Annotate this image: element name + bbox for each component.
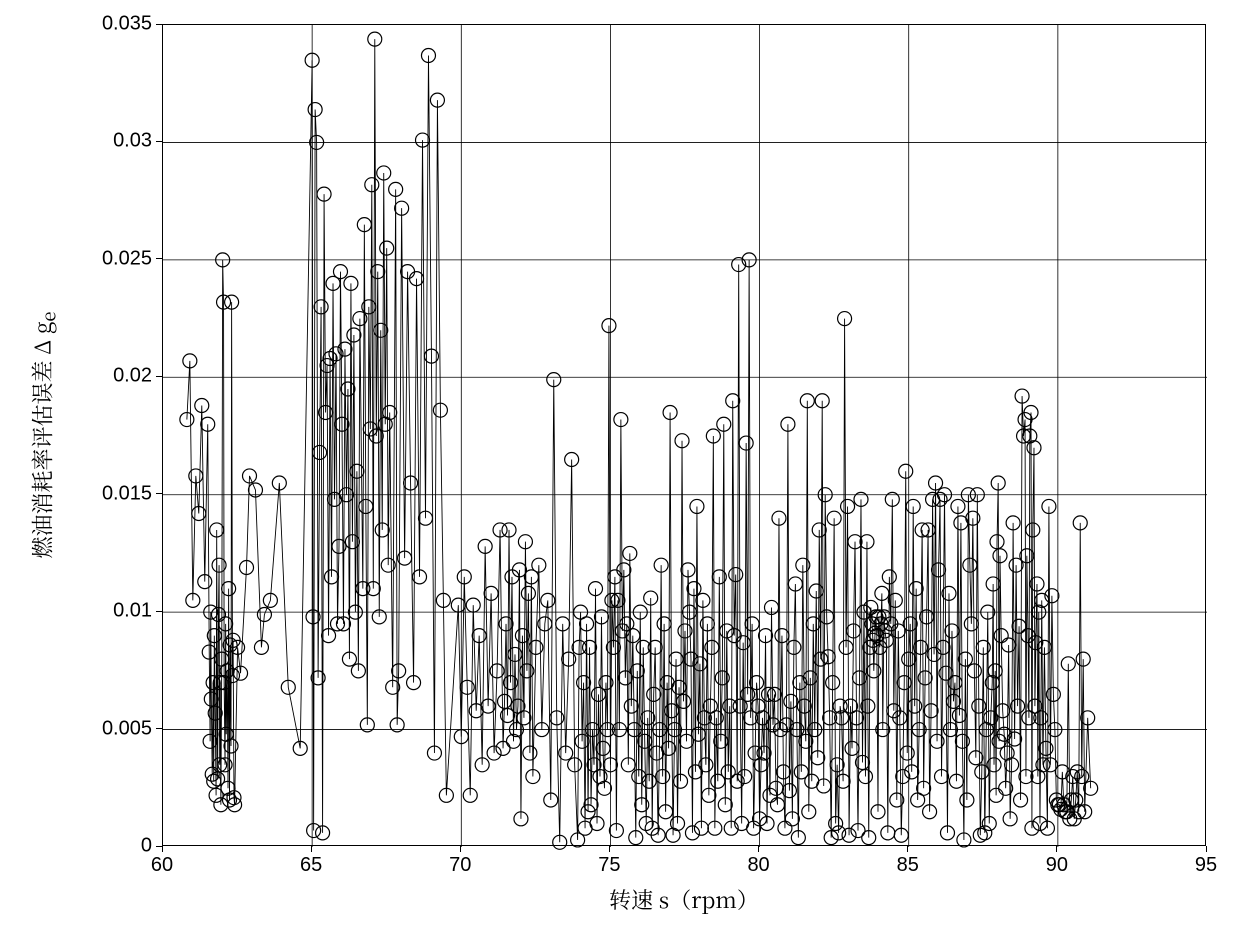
- y-tick-label: 0.025: [102, 247, 152, 270]
- x-tick-label: 70: [449, 854, 471, 877]
- x-tick-label: 85: [897, 854, 919, 877]
- y-tick-label: 0.005: [102, 717, 152, 740]
- plot-area: [162, 24, 1206, 846]
- x-tick-label: 65: [300, 854, 322, 877]
- x-axis-label: 转速 s（rpm）: [609, 884, 759, 915]
- x-tick-label: 90: [1046, 854, 1068, 877]
- y-tick-label: 0.03: [113, 130, 152, 153]
- data-markers: [163, 25, 1207, 847]
- y-tick-label: 0.035: [102, 13, 152, 36]
- x-tick-label: 80: [747, 854, 769, 877]
- x-tick-label: 75: [598, 854, 620, 877]
- y-tick-label: 0.02: [113, 365, 152, 388]
- x-tick-label: 95: [1195, 854, 1217, 877]
- x-tick-label: 60: [151, 854, 173, 877]
- y-tick-label: 0: [141, 835, 152, 858]
- y-tick-label: 0.01: [113, 600, 152, 623]
- chart-figure: 转速 s（rpm） 燃油消耗率评估误差 Δ ge 60 65 70 75 80 85 90 9…: [0, 0, 1240, 939]
- y-axis-label: 燃油消耗率评估误差 Δ ge: [26, 312, 61, 559]
- y-tick-label: 0.015: [102, 482, 152, 505]
